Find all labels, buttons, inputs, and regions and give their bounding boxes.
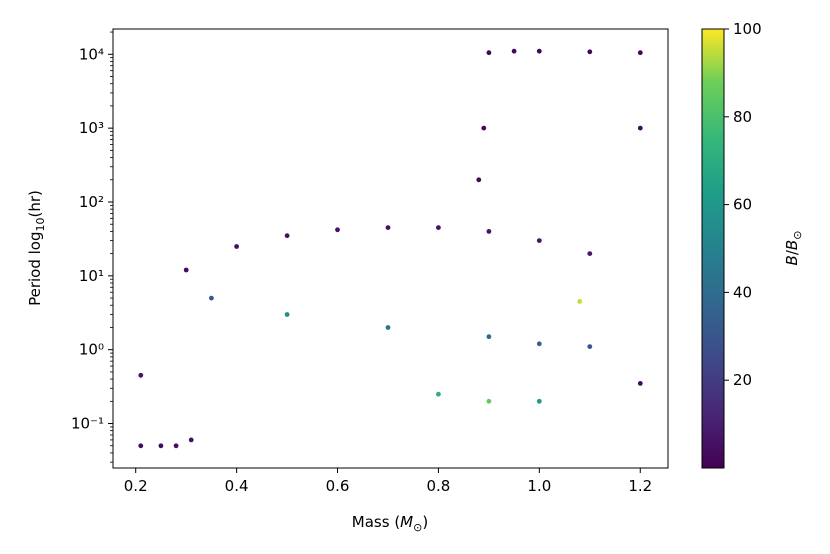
data-point	[138, 443, 144, 449]
x-tick-label: 1.0	[527, 477, 551, 495]
y-tick-label: 10⁰	[79, 341, 104, 359]
data-point	[536, 48, 542, 54]
data-point	[587, 49, 593, 55]
data-point	[486, 398, 492, 404]
data-point	[234, 244, 240, 249]
data-point	[183, 267, 189, 273]
data-point	[284, 233, 290, 239]
data-point	[188, 437, 194, 443]
data-point	[577, 299, 583, 304]
data-point	[481, 125, 487, 131]
data-point	[209, 295, 214, 301]
y-axis: 10⁻¹ 10⁰ 10¹ 10² 10³ 10⁴	[71, 31, 113, 463]
plot-frame	[112, 28, 669, 469]
colorbar-tick-label: 80	[733, 108, 752, 126]
x-tick-label: 0.6	[326, 477, 350, 495]
colorbar-axis: 20 40 60 80 100	[724, 20, 762, 389]
colorbar-label: B/B⊙	[783, 231, 804, 266]
data-point	[138, 372, 144, 378]
y-tick-label: 10³	[79, 119, 104, 137]
data-point	[436, 225, 441, 231]
data-point	[335, 227, 340, 233]
data-point	[158, 443, 164, 449]
colorbar-tick-label: 40	[733, 283, 752, 301]
data-point	[486, 334, 492, 340]
data-point	[587, 251, 593, 256]
x-tick-label: 0.2	[124, 477, 148, 495]
data-point	[536, 398, 542, 404]
y-axis-label: Period log10(hr)	[26, 190, 47, 306]
data-point	[637, 50, 643, 56]
scatter-points	[138, 48, 643, 449]
y-tick-label: 10⁻¹	[71, 415, 104, 433]
data-point	[637, 125, 643, 131]
data-point	[587, 344, 593, 349]
data-point	[436, 391, 441, 397]
y-tick-label: 10²	[79, 193, 104, 211]
data-point	[173, 443, 179, 449]
data-point	[486, 229, 492, 234]
data-point	[385, 225, 391, 231]
y-tick-label: 10⁴	[79, 45, 104, 63]
data-point	[511, 48, 517, 54]
colorbar-tick-label: 20	[733, 371, 752, 389]
colorbar	[701, 28, 725, 469]
x-axis-label: Mass (M⊙)	[352, 513, 428, 534]
data-point	[284, 312, 290, 317]
colorbar-tick-label: 100	[733, 20, 762, 38]
data-point	[536, 238, 542, 244]
x-tick-label: 0.4	[225, 477, 249, 495]
data-point	[637, 381, 643, 386]
data-point	[536, 341, 542, 347]
x-tick-label: 1.2	[628, 477, 652, 495]
data-point	[476, 177, 482, 183]
y-tick-label: 10¹	[79, 267, 104, 285]
data-point	[385, 325, 391, 330]
data-point	[486, 50, 492, 56]
x-tick-label: 0.8	[427, 477, 451, 495]
x-axis: 0.2 0.4 0.6 0.8 1.0 1.2	[124, 468, 652, 495]
colorbar-tick-label: 60	[733, 196, 752, 214]
